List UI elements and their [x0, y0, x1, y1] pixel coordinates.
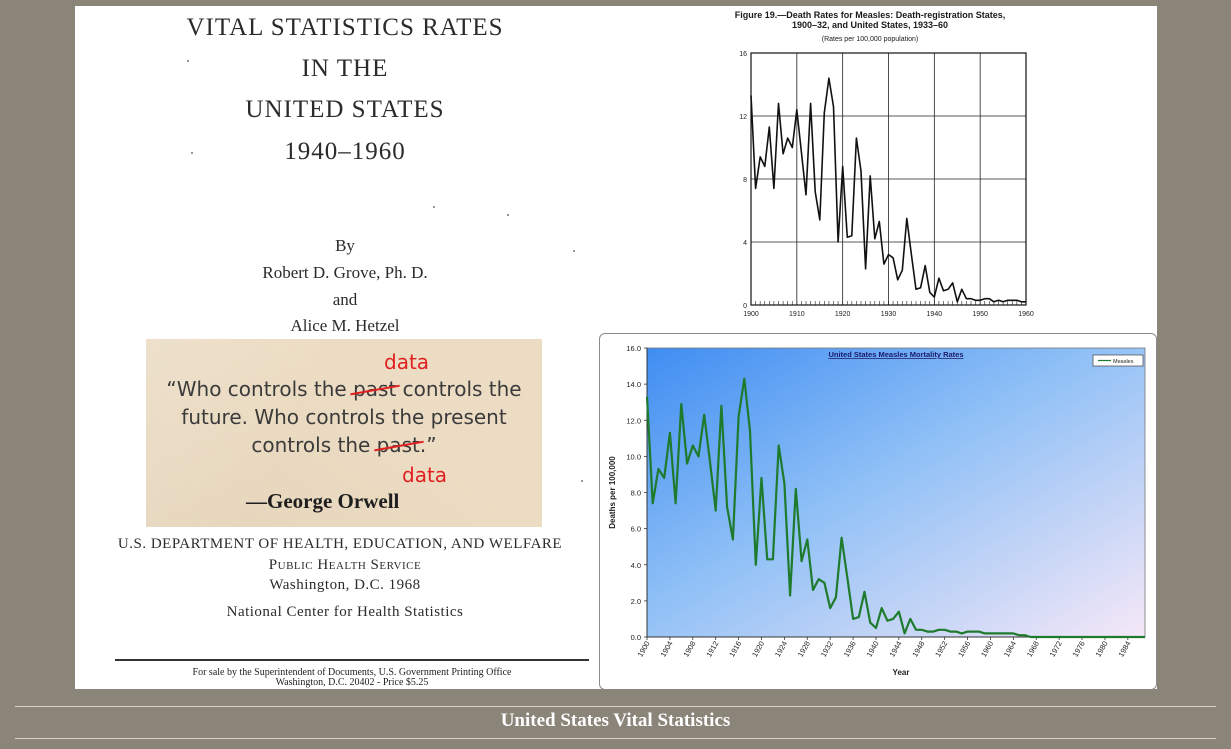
cover-rule	[115, 659, 589, 661]
measles-y-tick-label: 16.0	[626, 344, 641, 353]
fig19-subtitle: (Rates per 100,000 population)	[821, 36, 919, 43]
measles-y-tick-label: 12.0	[626, 416, 641, 425]
paper-speck	[187, 60, 189, 62]
measles-x-tick-label: 1952	[933, 640, 949, 659]
fig19-series-line	[750, 77, 1026, 303]
measles-x-tick-label: 1948	[910, 640, 926, 659]
measles-x-tick-label: 1980	[1094, 640, 1110, 659]
fig19-y-tick-label: 8	[743, 177, 747, 184]
footer-rule-bottom	[15, 738, 1216, 739]
cover-title-line3: UNITED STATES	[245, 96, 445, 123]
cover-author2: Alice M. Hetzel	[290, 316, 400, 335]
slide: VITAL STATISTICS RATES IN THE UNITED STA…	[75, 6, 1157, 689]
cover-title-line1: VITAL STATISTICS RATES	[186, 14, 504, 41]
cover-service: Public Health Service	[268, 557, 422, 573]
measles-y-tick-label: 6.0	[631, 525, 641, 534]
fig19-chart: 1900 1910 1920 1930 1940 1950 1960 0 4 8 12 16	[739, 51, 1034, 318]
cover-sale-line2: Washington, D.C. 20402 - Price $5.25	[275, 677, 429, 688]
quote-line3-pre: controls the	[251, 433, 377, 457]
measles-x-tick-label: 1912	[704, 640, 720, 659]
measles-x-tick-label: 1928	[796, 640, 812, 659]
quote-line1: “Who controls the past controls the	[146, 377, 542, 401]
struck-word-past: past	[376, 433, 420, 457]
orwell-quote-box: data “Who controls the past controls the…	[146, 339, 542, 527]
measles-x-tick-label: 1904	[658, 640, 674, 659]
fig19-x-tick-label: 1900	[743, 311, 759, 318]
measles-x-tick-label: 1932	[819, 640, 835, 659]
fig19-y-tick-label: 0	[743, 303, 747, 310]
fig19-x-tick-label: 1930	[881, 311, 897, 318]
footer-rule-top	[15, 706, 1216, 707]
paper-speck	[581, 480, 583, 482]
measles-x-tick-label: 1920	[750, 640, 766, 659]
measles-x-tick-label: 1900	[636, 640, 652, 659]
quote-attribution: —George Orwell	[246, 489, 400, 513]
measles-mortality-chart: 0.0 2.0 4.0 6.0 8.0 10.0 12.0 14.0 16.0 1900 1904 1…	[608, 344, 1146, 677]
quote-line3-post: .”	[419, 433, 437, 457]
measles-y-tick-label: 0.0	[631, 633, 641, 642]
fig19-x-tick-label: 1920	[835, 311, 851, 318]
measles-chart-panel: 0.0 2.0 4.0 6.0 8.0 10.0 12.0 14.0 16.0 1900 1904 1…	[599, 333, 1157, 689]
measles-x-tick-label: 1924	[773, 640, 789, 659]
measles-x-axis-label: Year	[893, 668, 910, 677]
cover-sale-line1: For sale by the Superintendent of Docume…	[192, 667, 512, 678]
measles-chart-title: United States Measles Mortality Rates	[828, 350, 963, 359]
measles-x-tick-label: 1944	[887, 640, 903, 659]
cover-center: National Center for Health Statistics	[226, 604, 464, 620]
fig19-y-tick-label: 16	[739, 51, 747, 58]
measles-legend-label: Measles	[1113, 359, 1134, 365]
cover-title-line2: IN THE	[301, 55, 389, 82]
measles-x-tick-label: 1984	[1116, 640, 1132, 659]
quote-line1-pre: “Who controls the	[166, 377, 354, 401]
measles-x-tick-label: 1976	[1071, 640, 1087, 659]
measles-y-tick-label: 14.0	[626, 380, 641, 389]
fig19-title-line1: Figure 19.—Death Rates for Measles: Deat…	[734, 10, 1006, 20]
measles-x-tick-label: 1956	[956, 640, 972, 659]
measles-x-tick-label: 1916	[727, 640, 743, 659]
measles-y-tick-label: 10.0	[626, 452, 641, 461]
cover-location: Washington, D.C. 1968	[269, 577, 421, 593]
fig19-x-tick-label: 1960	[1018, 311, 1034, 318]
measles-legend-box	[1092, 354, 1144, 367]
fig19-x-tick-label: 1950	[972, 311, 988, 318]
measles-x-tick-label: 1972	[1048, 640, 1064, 659]
replacement-word-bottom: data	[402, 463, 448, 487]
fig19-title-line2: 1900–32, and United States, 1933–60	[791, 20, 949, 30]
paper-speck	[191, 152, 193, 154]
measles-y-axis-label: Deaths per 100,000	[608, 456, 617, 529]
cover-years: 1940–1960	[284, 138, 406, 165]
fig19-y-tick-label: 12	[739, 114, 747, 121]
measles-x-tick-label: 1968	[1025, 640, 1041, 659]
cover-by: By	[335, 236, 355, 255]
measles-x-tick-label: 1964	[1002, 640, 1018, 659]
measles-plot-area	[646, 347, 1146, 638]
cover-and: and	[332, 290, 358, 309]
fig19-plot-frame	[750, 52, 1027, 306]
quote-line3: controls the past.”	[146, 433, 542, 457]
paper-speck	[507, 214, 509, 216]
measles-y-tick-label: 4.0	[631, 561, 641, 570]
quote-line1-post: controls the	[396, 377, 522, 401]
measles-x-tick-label: 1936	[842, 640, 858, 659]
fig19-x-tick-label: 1910	[789, 311, 805, 318]
cover-author1: Robert D. Grove, Ph. D.	[262, 263, 428, 282]
cover-department: U.S. DEPARTMENT OF HEALTH, EDUCATION, AN…	[117, 536, 563, 552]
paper-speck	[573, 250, 575, 252]
footer-title: United States Vital Statistics	[500, 710, 731, 731]
paper-speck	[433, 206, 435, 208]
replacement-word-top: data	[384, 350, 430, 374]
quote-line2: future. Who controls the present	[181, 405, 507, 429]
fig19-y-tick-label: 4	[743, 240, 747, 247]
measles-x-tick-label: 1940	[865, 640, 881, 659]
measles-x-tick-label: 1908	[681, 640, 697, 659]
measles-series-line	[645, 377, 1145, 639]
measles-y-tick-label: 8.0	[631, 489, 641, 498]
measles-x-tick-label: 1960	[979, 640, 995, 659]
struck-word-past: past	[353, 377, 397, 401]
fig19-x-tick-label: 1940	[927, 311, 943, 318]
measles-y-tick-label: 2.0	[631, 597, 641, 606]
